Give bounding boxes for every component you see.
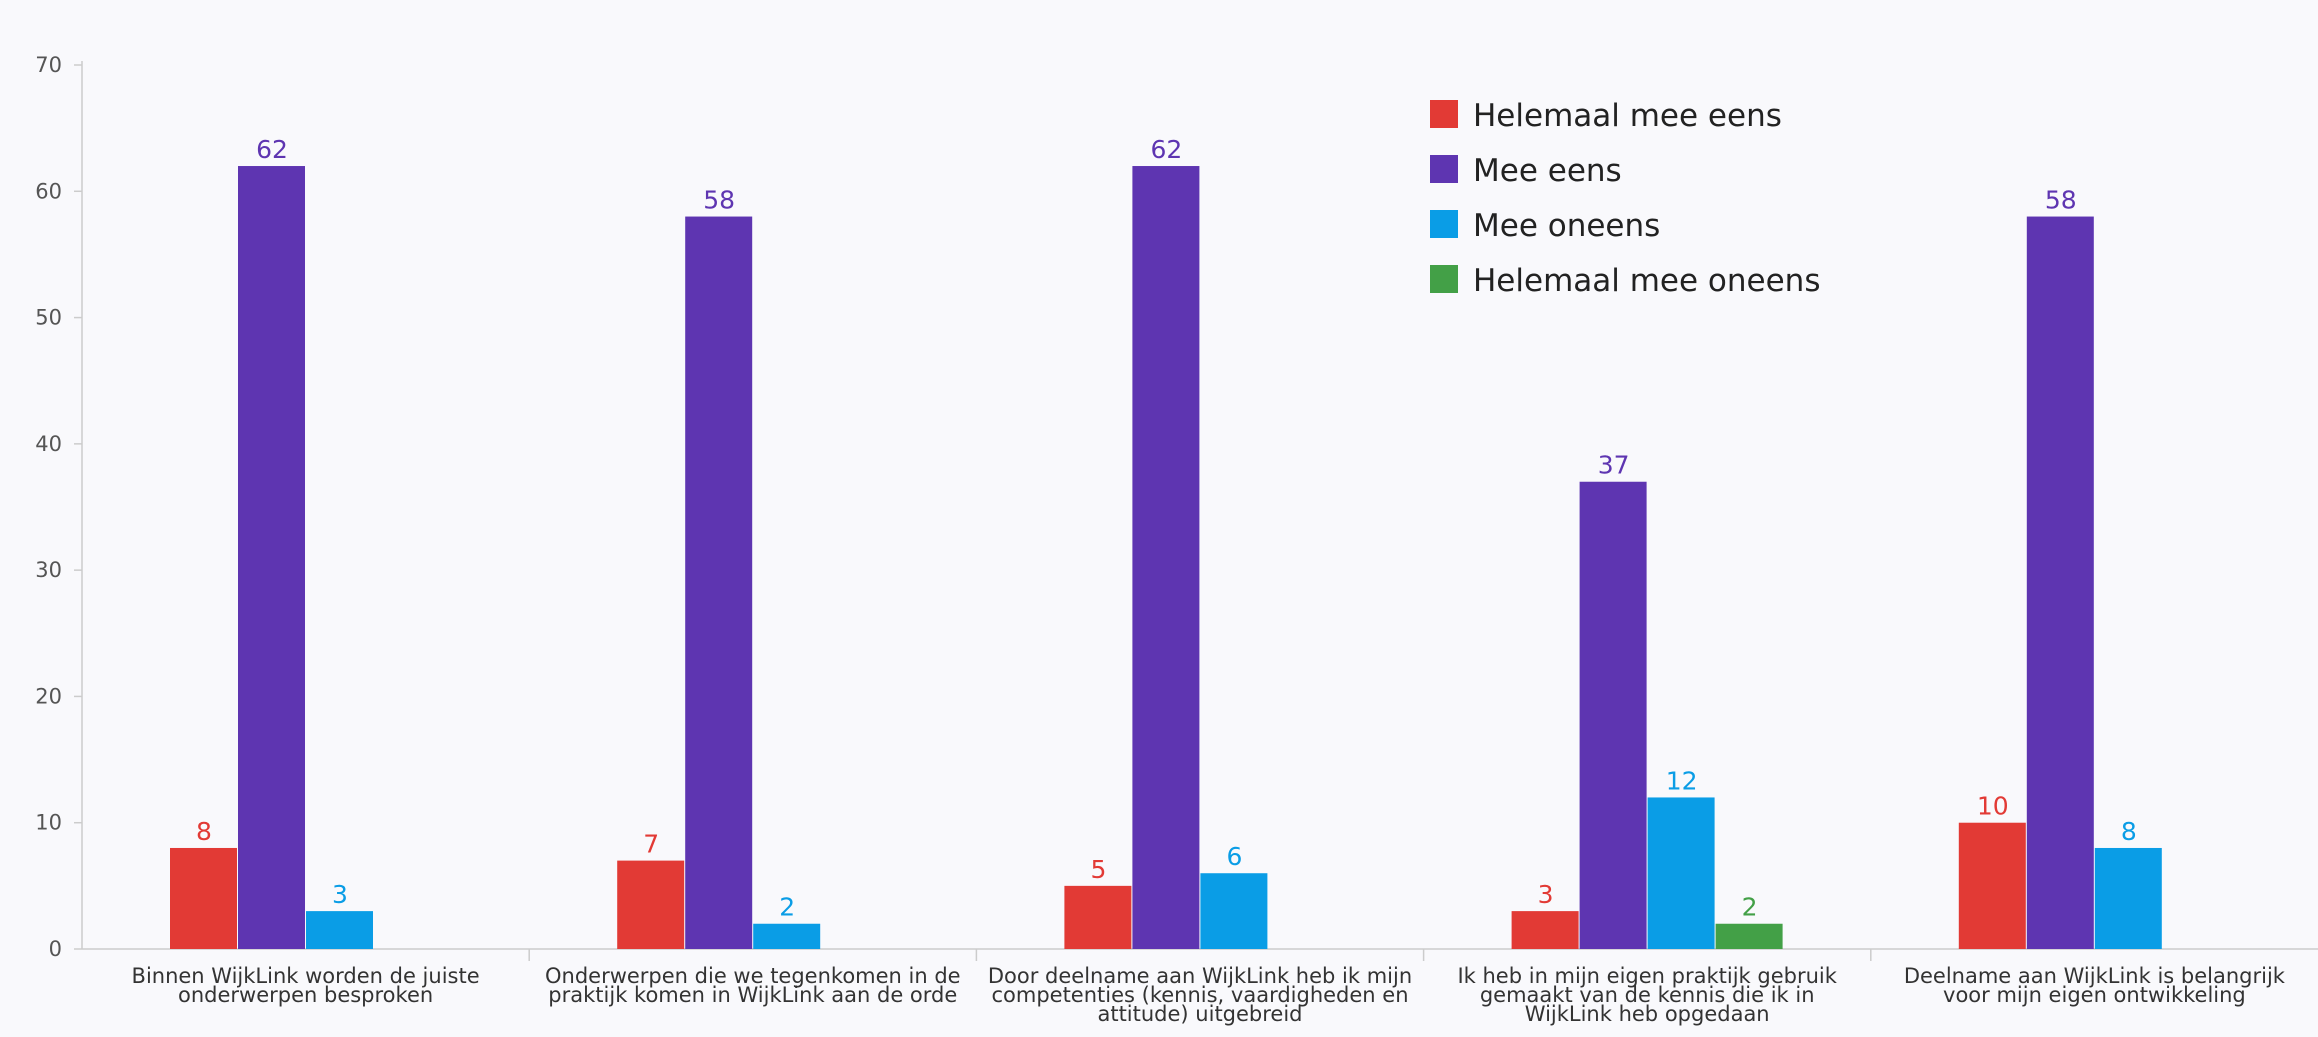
y-tick-label: 20	[35, 684, 62, 708]
y-tick-label: 30	[35, 558, 62, 582]
x-tick-label: Deelname aan WijkLink is belangrijk	[1904, 964, 2286, 988]
data-label: 10	[1977, 792, 2009, 821]
x-tick-label: gemaakt van de kennis die ik in	[1480, 983, 1815, 1007]
legend-label: Mee eens	[1473, 153, 1622, 189]
data-label: 6	[1226, 842, 1242, 871]
x-tick-label: Door deelname aan WijkLink heb ik mijn	[988, 964, 1412, 988]
legend-label: Helemaal mee oneens	[1473, 263, 1820, 299]
data-label: 5	[1090, 855, 1106, 884]
data-label: 8	[2121, 817, 2137, 846]
data-label: 62	[1150, 135, 1182, 164]
legend-label: Helemaal mee eens	[1473, 98, 1782, 134]
x-tick-label: Ik heb in mijn eigen praktijk gebruik	[1457, 964, 1837, 988]
legend-swatch	[1430, 210, 1458, 238]
data-label: 58	[2045, 186, 2077, 215]
data-label: 8	[196, 817, 212, 846]
data-label: 12	[1666, 766, 1698, 795]
legend-swatch	[1430, 265, 1458, 293]
y-tick-label: 40	[35, 432, 62, 456]
data-label: 2	[779, 893, 795, 922]
x-tick-label: praktijk komen in WijkLink aan de orde	[548, 983, 957, 1007]
data-label: 58	[703, 186, 735, 215]
bar	[1511, 911, 1579, 949]
x-tick-label: Binnen WijkLink worden de juiste	[132, 964, 480, 988]
data-label: 7	[643, 830, 659, 859]
bar	[1200, 873, 1268, 949]
legend-swatch	[1430, 100, 1458, 128]
bar	[1064, 885, 1132, 949]
bar	[617, 860, 685, 949]
x-tick-label: Onderwerpen die we tegenkomen in de	[545, 964, 961, 988]
x-tick-label: onderwerpen besproken	[178, 983, 433, 1007]
bar	[2094, 847, 2162, 949]
bar	[170, 847, 237, 949]
legend-swatch	[1430, 155, 1458, 183]
y-tick-label: 70	[35, 53, 62, 77]
bar	[685, 216, 753, 950]
y-tick-label: 0	[49, 937, 62, 961]
x-tick-label: voor mijn eigen ontwikkeling	[1943, 983, 2246, 1007]
data-label: 3	[332, 880, 348, 909]
bar	[1715, 923, 1783, 949]
bar	[753, 923, 821, 949]
data-label: 37	[1598, 451, 1630, 480]
data-label: 62	[256, 135, 288, 164]
bar	[1647, 797, 1715, 949]
data-label: 2	[1742, 893, 1758, 922]
bar	[1579, 481, 1647, 949]
x-tick-label: WijkLink heb opgedaan	[1525, 1002, 1770, 1026]
y-tick-label: 60	[35, 179, 62, 203]
bar	[1958, 822, 2026, 949]
y-tick-label: 10	[35, 811, 62, 835]
x-tick-label: attitude) uitgebreid	[1097, 1002, 1302, 1026]
legend-label: Mee oneens	[1473, 208, 1660, 244]
bar	[238, 166, 305, 949]
data-label: 3	[1538, 880, 1554, 909]
bar	[306, 911, 373, 949]
bar	[2026, 216, 2094, 950]
x-tick-label: competenties (kennis, vaardigheden en	[991, 983, 1408, 1007]
y-tick-label: 50	[35, 306, 62, 330]
bar	[1132, 166, 1200, 949]
